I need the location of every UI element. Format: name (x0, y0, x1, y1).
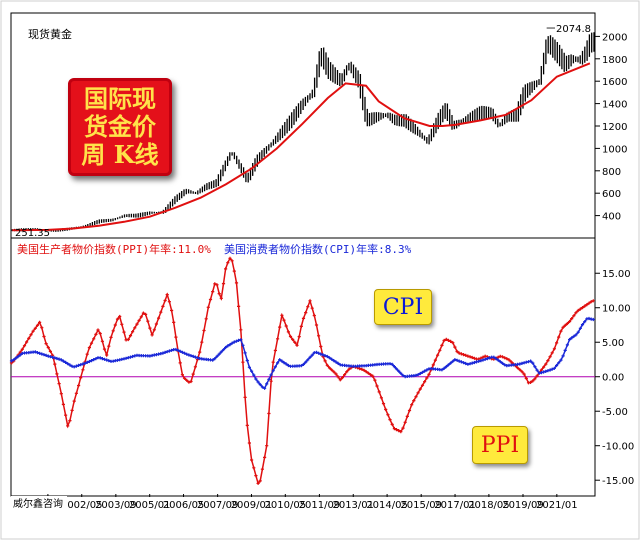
time-x-tick-label: 2009/01 (231, 500, 273, 511)
time-x-tick-label: 2005/01 (129, 500, 171, 511)
gold-y-tick-label: 800 (602, 167, 621, 178)
time-x-tick-label: 2018/05 (468, 500, 510, 511)
time-x-tick-label: 2006/05 (163, 500, 205, 511)
ppi-legend: 美国生产者物价指数(PPI)年率:11.0% (17, 242, 211, 256)
time-x-tick-label: 2003/09 (95, 500, 137, 511)
time-x-tick-label: 2007/09 (197, 500, 239, 511)
inflation-series-group (9, 256, 595, 485)
title-line-2: 货金价 (84, 112, 156, 141)
inflation-y-tick-label: 5.00 (602, 338, 624, 349)
time-x-axis: 01/012002/052003/092005/012006/052007/09… (33, 494, 578, 511)
time-x-tick-label: 2015/09 (400, 500, 442, 511)
gold-y-tick-label: 1400 (602, 100, 627, 111)
chart-title-box: 国际现 货金价 周 K线 (68, 78, 172, 176)
inflation-y-tick-label: -10.00 (602, 442, 634, 453)
time-x-tick-label: 2014/05 (366, 500, 408, 511)
inflation-panel: 美国生产者物价指数(PPI)年率:11.0% 美国消费者物价指数(CPI)年率:… (9, 242, 634, 511)
time-x-tick-label: 2017/01 (434, 500, 476, 511)
high-price-label: 2074.8 (556, 24, 591, 35)
time-x-tick-label: 2021/01 (536, 500, 578, 511)
gold-series-label: 现货黄金 (28, 27, 72, 41)
cpi-annotation-badge: CPI (374, 289, 432, 325)
inflation-y-tick-label: -5.00 (602, 407, 628, 418)
title-line-3: 周 K线 (81, 140, 159, 169)
gold-series-group (11, 27, 595, 232)
inflation-y-axis: -15.00 -10.00 -5.00 0.00 5.00 10.00 15.00 (595, 269, 634, 487)
gold-y-tick-label: 2000 (602, 32, 627, 43)
gold-y-tick-label: 400 (602, 212, 621, 223)
time-x-tick-label: 2013/01 (332, 500, 374, 511)
low-price-label: 251.35 (15, 228, 50, 239)
inflation-y-tick-label: -15.00 (602, 476, 634, 487)
gold-y-tick-label: 600 (602, 189, 621, 200)
plot-border (10, 12, 596, 497)
time-x-tick-label: 2011/09 (299, 500, 341, 511)
gold-y-axis: 400 600 800 1000 1200 1400 1600 1800 2000 (595, 32, 627, 223)
time-x-tick-label: 2010/05 (265, 500, 307, 511)
inflation-y-tick-label: 0.00 (602, 373, 624, 384)
gold-y-tick-label: 1600 (602, 77, 627, 88)
source-label-bg (11, 496, 67, 510)
gold-y-tick-label: 1800 (602, 55, 627, 66)
time-x-tick-label: 2002/05 (61, 500, 103, 511)
cpi-markers (9, 316, 595, 390)
time-x-tick-label: 2019/09 (502, 500, 544, 511)
gold-moving-average-line (12, 62, 591, 232)
ppi-markers (9, 256, 595, 485)
source-label: 威尔鑫咨询 (13, 497, 63, 510)
gold-y-tick-label: 1200 (602, 122, 627, 133)
gold-price-panel: 现货黄金 400 600 800 1000 1200 1400 1600 1800 2000 2… (11, 24, 627, 239)
inflation-y-tick-label: 15.00 (602, 269, 631, 280)
cpi-legend: 美国消费者物价指数(CPI)年率:8.3% (224, 242, 412, 256)
inflation-y-tick-label: 10.00 (602, 304, 631, 315)
title-line-1: 国际现 (84, 84, 156, 113)
gold-y-tick-label: 1000 (602, 144, 627, 155)
ppi-annotation-badge: PPI (472, 426, 528, 464)
